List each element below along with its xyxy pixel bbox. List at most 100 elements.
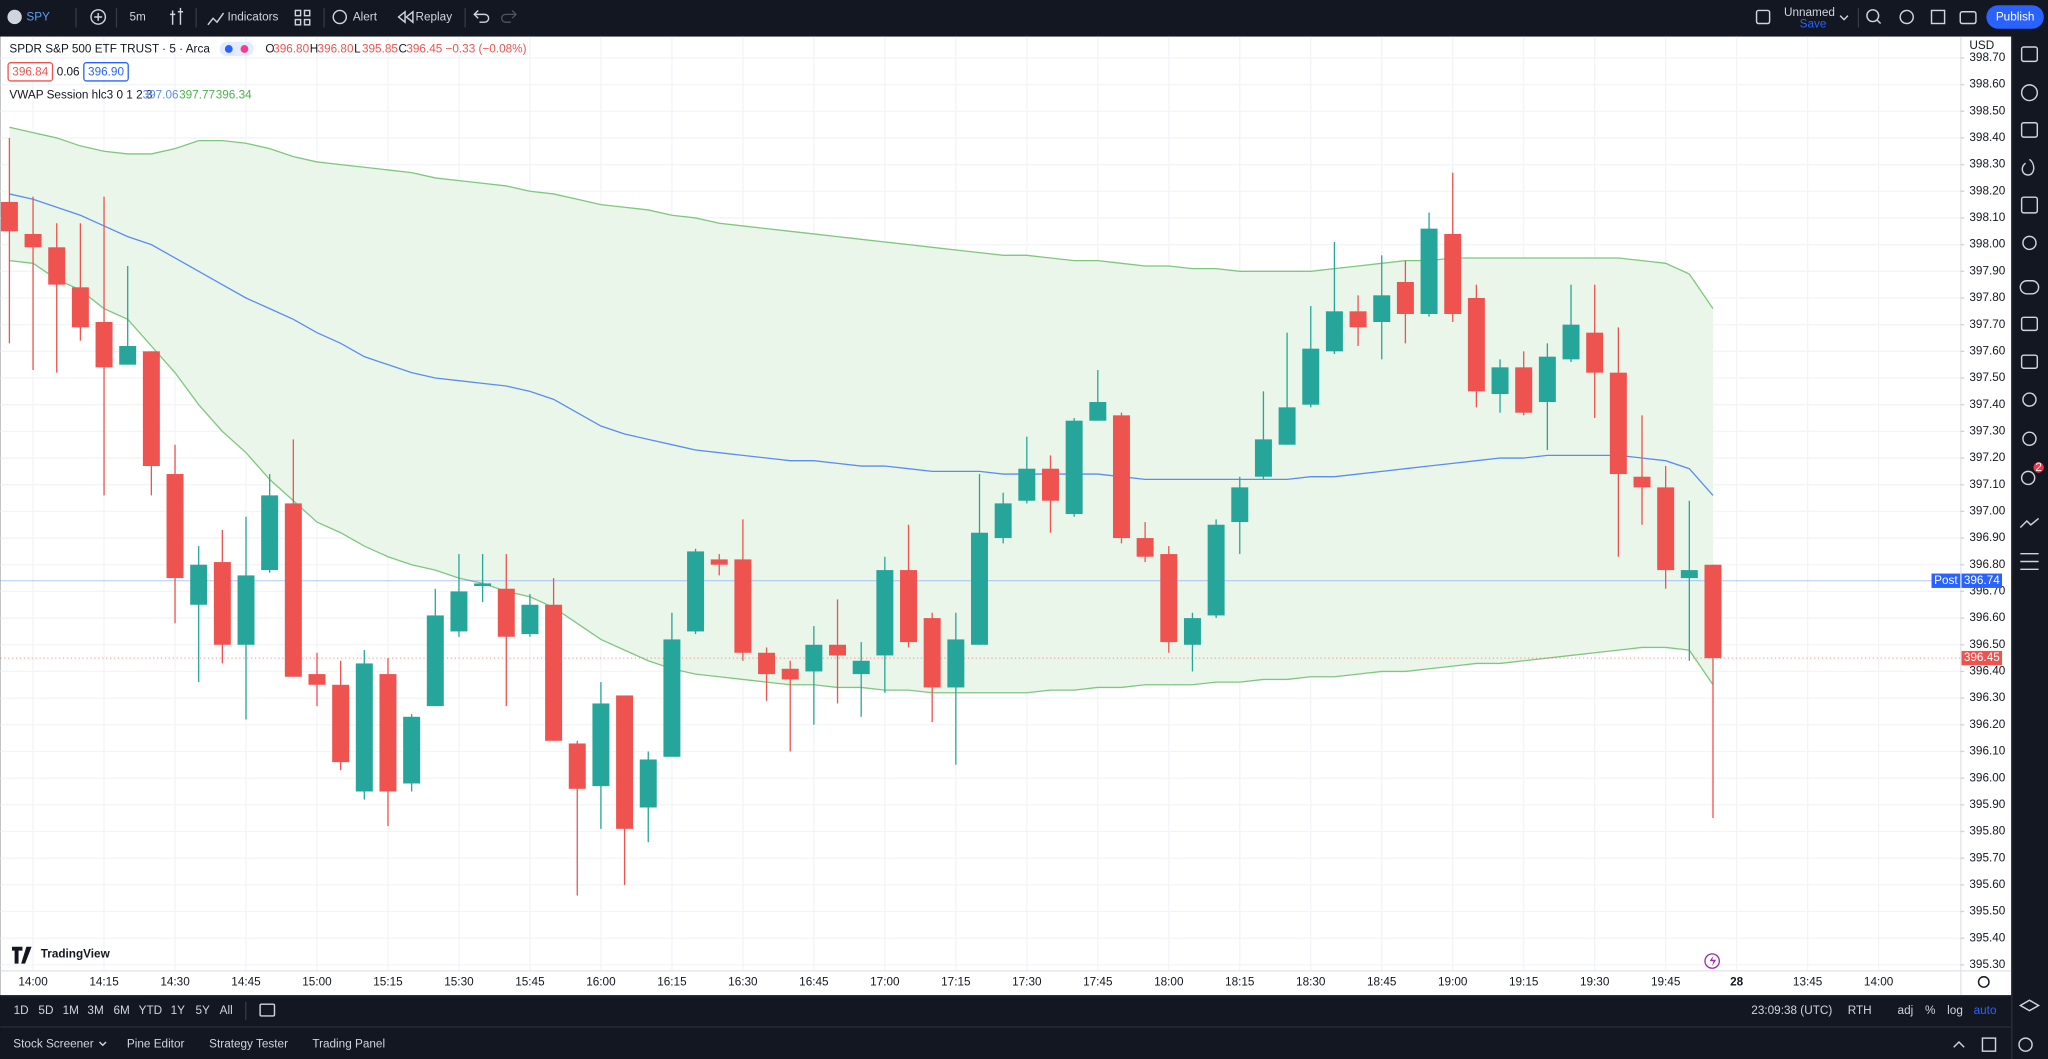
search-icon[interactable] <box>1866 9 1880 23</box>
log-toggle[interactable]: log <box>1947 1004 1963 1017</box>
candle-body <box>355 663 373 792</box>
candle-body <box>1680 570 1698 579</box>
replay-icon[interactable] <box>397 10 414 24</box>
range-button[interactable]: 1M <box>63 1004 79 1017</box>
candle-body <box>1396 281 1414 314</box>
tab[interactable]: Stock Screener <box>13 1038 93 1051</box>
range-button[interactable]: All <box>220 1004 233 1017</box>
x-tick-label: 13:45 <box>1793 976 1823 989</box>
layout-menu-icon[interactable] <box>1839 15 1849 21</box>
adj-toggle[interactable]: adj <box>1898 1004 1914 1017</box>
maximize-icon[interactable] <box>1981 1037 1997 1052</box>
help-icon[interactable] <box>2018 1037 2033 1052</box>
add-symbol-icon[interactable] <box>90 9 107 25</box>
interval[interactable]: 5m <box>130 11 147 24</box>
y-tick-label: 398.20 <box>1969 184 2005 197</box>
publish-button[interactable]: Publish <box>1996 11 2035 24</box>
x-tick-label: 14:45 <box>231 976 261 989</box>
calendar-icon[interactable] <box>2020 196 2039 214</box>
candle-body <box>687 551 705 632</box>
candle-body <box>994 503 1012 539</box>
chats-icon[interactable] <box>2020 316 2039 332</box>
collapse-icon[interactable] <box>1953 1041 1965 1048</box>
range-button[interactable]: 1Y <box>171 1004 186 1017</box>
undo-icon[interactable] <box>473 9 490 23</box>
range-button[interactable]: 3M <box>87 1004 103 1017</box>
indicators-button[interactable]: Indicators <box>227 11 278 24</box>
candle-body <box>1183 618 1201 645</box>
ask-box[interactable] <box>83 62 129 82</box>
ohlc-value: 396.45 <box>406 43 442 56</box>
ohlc-key: C <box>399 43 408 56</box>
alert-button[interactable]: Alert <box>353 11 378 24</box>
events-icon[interactable] <box>1704 953 1720 969</box>
candle-body <box>1160 554 1178 643</box>
layers-icon[interactable] <box>2018 999 2041 1012</box>
chart-type-icon[interactable] <box>170 7 184 25</box>
indicator-name[interactable]: VWAP Session hlc3 0 1 2 3 <box>9 88 153 101</box>
last-price-bg <box>1961 650 2003 666</box>
tab-menu-icon[interactable] <box>98 1041 107 1047</box>
plot <box>0 126 1961 896</box>
sidebar-icons: 2 <box>2018 46 2044 1052</box>
hotlist-icon[interactable] <box>2021 158 2035 176</box>
tab[interactable]: Strategy Tester <box>209 1038 288 1051</box>
watermark-logo <box>12 946 32 964</box>
range-button[interactable]: 1D <box>14 1004 29 1017</box>
trading-icon[interactable] <box>2019 517 2040 529</box>
alert-icon[interactable] <box>332 9 348 25</box>
range-button[interactable]: 5D <box>38 1004 53 1017</box>
tab[interactable]: Pine Editor <box>127 1038 185 1051</box>
y-tick-label: 395.50 <box>1969 905 2005 918</box>
layout-icon[interactable] <box>1755 9 1771 25</box>
symbol[interactable]: SPY <box>26 11 50 24</box>
candle-body <box>805 644 823 672</box>
replay-button[interactable]: Replay <box>415 11 452 24</box>
redo-icon[interactable] <box>501 9 517 23</box>
save-link[interactable]: Save <box>1800 17 1827 30</box>
templates-icon <box>294 18 302 26</box>
broadcast-icon[interactable] <box>2022 431 2037 446</box>
streams-icon[interactable] <box>2019 280 2040 295</box>
candle-body <box>734 559 752 653</box>
session[interactable]: RTH <box>1848 1004 1872 1017</box>
settings-icon[interactable] <box>1899 9 1914 25</box>
notes-icon[interactable] <box>2020 354 2039 369</box>
watchlist-icon[interactable] <box>2020 46 2039 63</box>
currency[interactable]: USD <box>1969 39 1994 52</box>
candle-body <box>332 684 350 763</box>
toggle <box>240 45 249 53</box>
publish-button-bg[interactable] <box>1986 5 2044 29</box>
candle-body <box>758 652 776 675</box>
percent-toggle[interactable]: % <box>1925 1004 1936 1017</box>
candle-body <box>1562 324 1580 360</box>
candle-body <box>142 351 160 467</box>
templates-icon[interactable] <box>294 9 302 17</box>
date-range-icon[interactable] <box>259 1003 276 1017</box>
fullscreen-icon[interactable] <box>1930 9 1946 25</box>
auto-toggle[interactable]: auto <box>1974 1004 1997 1017</box>
alerts-icon[interactable] <box>2020 84 2039 102</box>
candle-body <box>474 583 492 587</box>
x-tick-label: 15:30 <box>444 976 474 989</box>
candle-body <box>213 562 231 645</box>
y-tick-label: 397.40 <box>1969 398 2005 411</box>
range-button[interactable]: 6M <box>114 1004 130 1017</box>
ideas-icon[interactable] <box>2022 235 2037 251</box>
tab[interactable]: Trading Panel <box>312 1038 385 1051</box>
dom-icon[interactable] <box>2020 552 2039 571</box>
bid-box[interactable] <box>7 62 54 82</box>
notifications-icon[interactable] <box>2020 470 2036 486</box>
toggle[interactable] <box>219 41 254 57</box>
data-window-icon[interactable] <box>2020 122 2039 138</box>
signals-icon[interactable] <box>2022 392 2037 407</box>
indicators-icon[interactable] <box>207 12 225 26</box>
snapshot-icon[interactable] <box>1959 11 1977 25</box>
layout-name[interactable]: Unnamed <box>1784 6 1835 19</box>
range-button[interactable]: 5Y <box>195 1004 210 1017</box>
clock[interactable]: 23:09:38 (UTC) <box>1751 1004 1832 1017</box>
y-tick-label: 397.20 <box>1969 451 2005 464</box>
axis-settings-icon[interactable] <box>1977 976 1990 988</box>
range-button[interactable]: YTD <box>139 1004 163 1017</box>
candle-body <box>663 639 681 757</box>
